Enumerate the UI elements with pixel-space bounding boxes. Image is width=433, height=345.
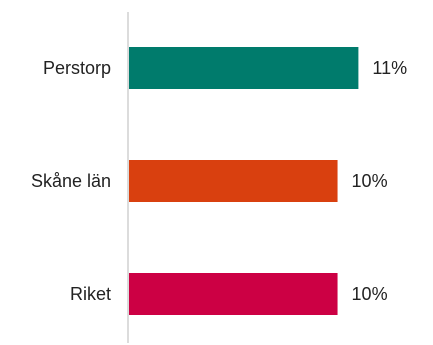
category-labels: Perstorp Skåne län Riket <box>31 58 111 304</box>
value-label-0: 11% <box>372 58 407 78</box>
category-label-2: Riket <box>70 284 111 304</box>
value-label-2: 10% <box>352 284 388 304</box>
bar-1 <box>129 160 338 202</box>
category-label-0: Perstorp <box>43 58 111 78</box>
bars-group <box>129 47 359 315</box>
value-labels: 11% 10% 10% <box>352 58 408 304</box>
bar-0 <box>129 47 359 89</box>
category-label-1: Skåne län <box>31 171 111 191</box>
value-label-1: 10% <box>352 171 388 191</box>
bar-2 <box>129 273 338 315</box>
